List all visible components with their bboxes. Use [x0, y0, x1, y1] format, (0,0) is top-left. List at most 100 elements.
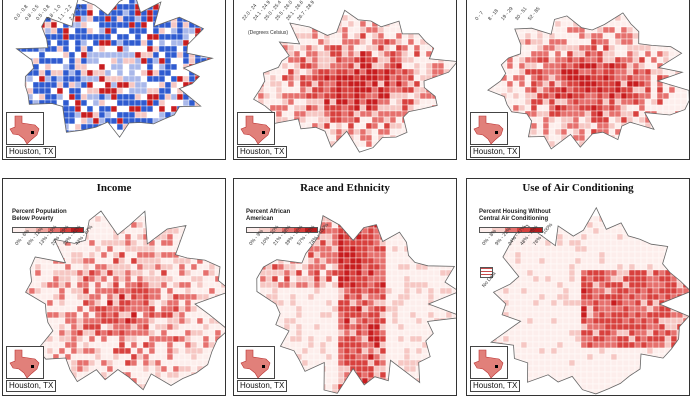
tract	[154, 323, 162, 331]
tract	[407, 68, 415, 76]
tract	[281, 26, 289, 34]
tract	[130, 233, 138, 241]
tract	[259, 287, 267, 295]
tract	[80, 105, 88, 113]
tract	[508, 263, 516, 271]
tract	[158, 45, 166, 53]
tract	[62, 57, 70, 65]
tract	[307, 377, 315, 385]
tract	[646, 251, 654, 259]
tract	[214, 353, 222, 361]
tract	[578, 38, 586, 46]
tract	[662, 26, 670, 34]
tract	[25, 311, 30, 319]
tract	[524, 80, 532, 88]
tract	[371, 56, 379, 64]
tract	[25, 251, 30, 259]
tract	[538, 311, 546, 319]
tract	[88, 305, 96, 313]
tract	[16, 63, 22, 71]
tract	[379, 269, 387, 277]
tract	[506, 56, 514, 64]
tract	[451, 299, 456, 307]
tract	[122, 39, 130, 47]
tract	[347, 20, 355, 28]
tract	[196, 323, 204, 331]
tract	[164, 3, 172, 11]
tract	[449, 26, 456, 34]
tract	[644, 20, 652, 28]
tract	[385, 299, 393, 307]
tract	[44, 27, 52, 35]
tract	[98, 75, 106, 83]
tract	[658, 215, 666, 223]
tract	[62, 117, 70, 125]
tract	[616, 251, 624, 259]
tract	[172, 329, 180, 337]
tract	[158, 57, 166, 65]
tract	[269, 26, 277, 34]
tract	[58, 365, 66, 373]
tract	[59, 390, 65, 396]
tract	[596, 14, 604, 22]
tract	[311, 50, 319, 58]
tract	[158, 15, 166, 23]
tract	[208, 323, 216, 331]
tract	[110, 81, 118, 89]
tract	[488, 44, 496, 52]
tract	[403, 323, 411, 331]
tract	[253, 20, 259, 28]
tract	[365, 50, 373, 58]
tract	[283, 245, 291, 253]
tract	[311, 116, 319, 124]
tract	[556, 323, 564, 331]
tract	[136, 287, 144, 295]
tract	[194, 45, 202, 53]
city-boundary	[487, 12, 689, 150]
tract	[283, 365, 291, 373]
tract	[638, 92, 646, 100]
tract	[25, 257, 30, 265]
tract	[439, 335, 447, 343]
tract	[355, 365, 363, 373]
tract	[307, 335, 315, 343]
tract	[341, 122, 349, 130]
tract	[140, 69, 148, 77]
tract	[325, 233, 333, 241]
tract	[178, 215, 186, 223]
tract	[44, 93, 52, 101]
tract	[542, 86, 550, 94]
tract	[425, 32, 433, 40]
tract	[614, 74, 622, 82]
tract	[644, 62, 652, 70]
tract	[584, 86, 592, 94]
city-boundary	[15, 0, 214, 138]
tract	[331, 233, 339, 241]
city-label: Houston, TX	[6, 380, 57, 392]
tract	[148, 299, 156, 307]
tract	[512, 80, 520, 88]
tract	[265, 269, 273, 277]
tract	[349, 287, 357, 295]
tract	[676, 227, 684, 235]
tract	[52, 275, 60, 283]
tract	[277, 317, 285, 325]
tract	[281, 92, 289, 100]
tract	[94, 323, 102, 331]
tract	[500, 50, 508, 58]
tract	[514, 287, 522, 295]
tract	[680, 128, 688, 136]
tract	[25, 293, 30, 301]
tract	[496, 293, 504, 301]
tract	[277, 359, 285, 367]
tract	[86, 3, 94, 11]
tract	[391, 263, 399, 271]
tract	[184, 323, 192, 331]
tract	[178, 317, 186, 325]
tract	[56, 105, 64, 113]
tract	[433, 323, 441, 331]
tract	[94, 299, 102, 307]
tract	[287, 128, 295, 136]
tract	[409, 263, 417, 271]
tract	[194, 3, 202, 11]
